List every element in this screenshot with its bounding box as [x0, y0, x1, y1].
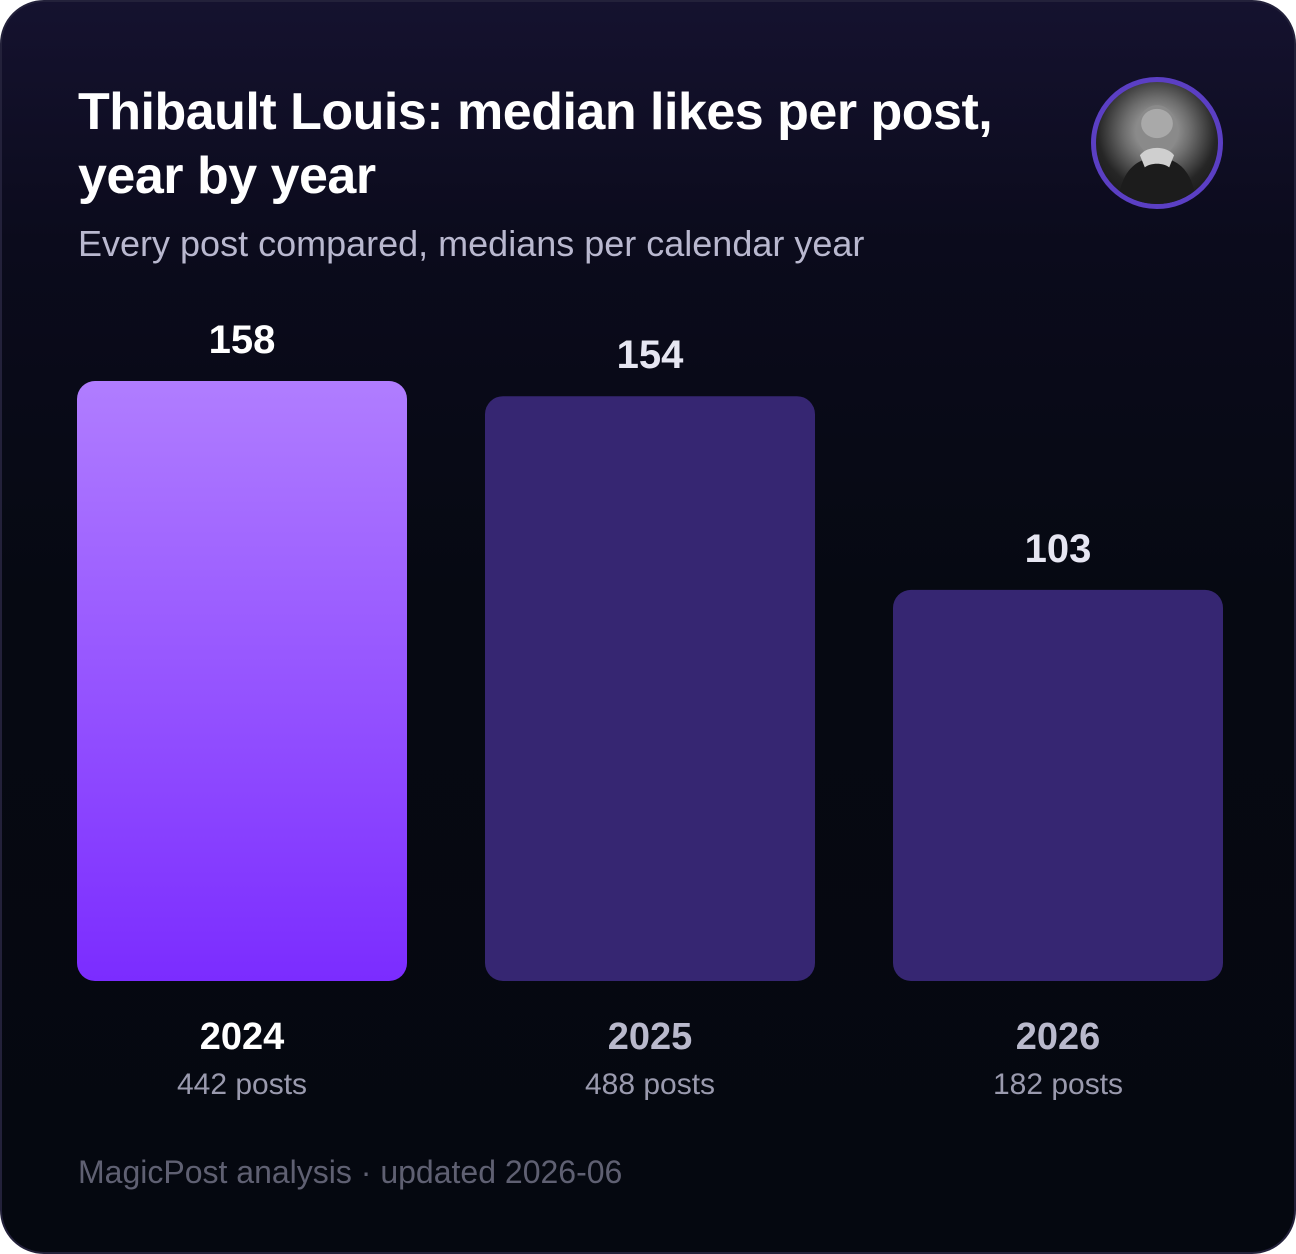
category-label-2025: 2025 [608, 1016, 693, 1058]
post-count-label-2024: 442 posts [177, 1068, 307, 1101]
value-label-2026: 103 [1025, 527, 1092, 571]
bar-2024 [77, 381, 407, 981]
footer-note: MagicPost analysis · updated 2026-06 [78, 1154, 623, 1190]
value-label-2024: 158 [209, 318, 276, 362]
bar-2026 [893, 589, 1223, 981]
bar-2025 [485, 396, 815, 981]
post-count-label-2026: 182 posts [993, 1068, 1123, 1101]
category-label-2026: 2026 [1016, 1016, 1101, 1058]
chart-title: Thibault Louis: median likes per post, y… [78, 83, 993, 205]
avatar-silhouette [1117, 105, 1197, 204]
person-portrait-icon [1091, 77, 1223, 209]
category-label-2024: 2024 [200, 1016, 285, 1058]
bars-group: 158 2024 442 posts 154 2025 488 posts 103 2026 1… [77, 318, 1223, 1101]
post-count-label-2025: 488 posts [585, 1068, 715, 1101]
chart-subtitle: Every post compared, medians per calenda… [78, 223, 865, 264]
value-label-2025: 154 [617, 333, 684, 377]
